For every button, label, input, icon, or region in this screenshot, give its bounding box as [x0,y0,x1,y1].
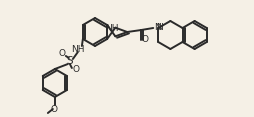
Text: O: O [50,106,57,115]
Text: O: O [72,66,79,75]
Text: O: O [141,35,148,44]
Text: NH: NH [71,44,84,53]
Text: NH: NH [105,24,119,33]
Text: O: O [58,49,65,57]
Text: N: N [155,22,162,31]
Text: N: N [153,22,160,31]
Text: S: S [66,56,73,66]
